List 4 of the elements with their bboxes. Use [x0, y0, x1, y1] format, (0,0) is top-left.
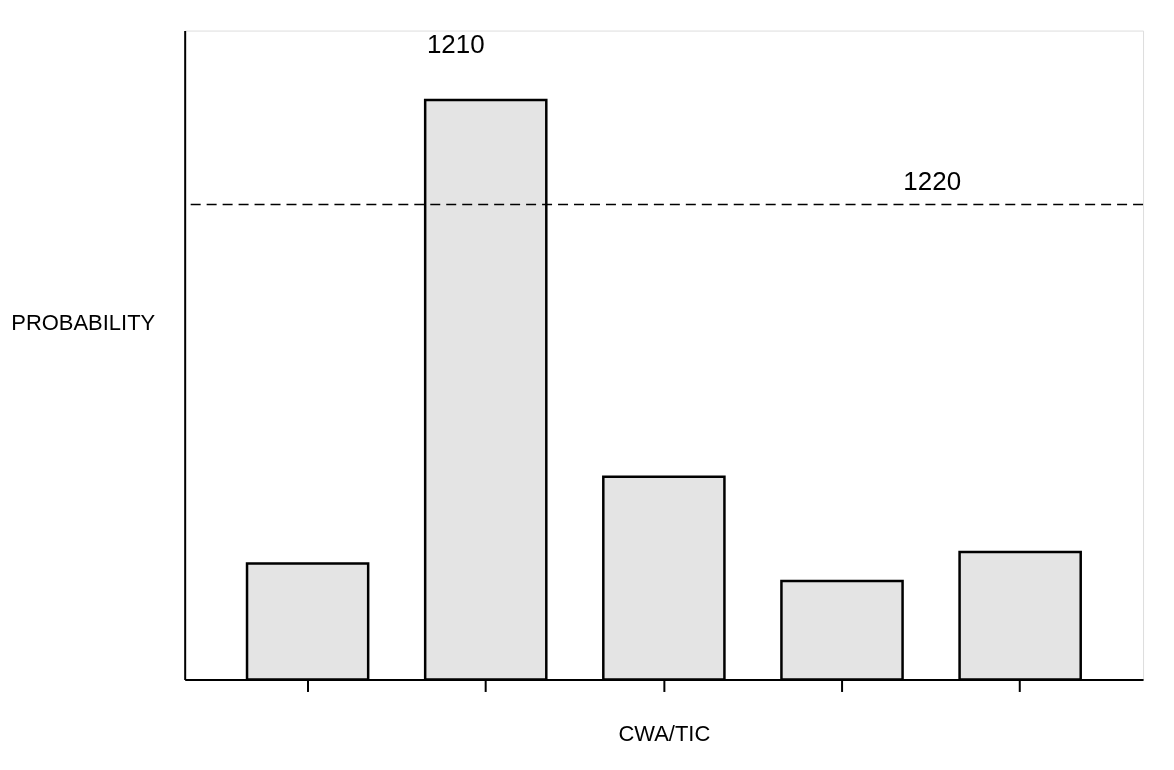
- annotation: 1220: [903, 167, 962, 196]
- text: 1210: [426, 30, 485, 59]
- x-axis-title: CWA/TIC: [618, 720, 711, 746]
- y-axis-title: PROBABILITY: [11, 310, 156, 336]
